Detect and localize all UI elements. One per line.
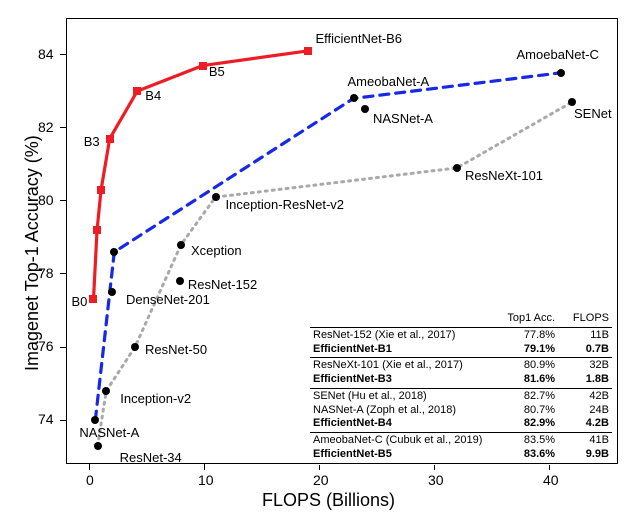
data-point <box>212 193 220 201</box>
table-cell-flops: 9.9B <box>558 448 612 462</box>
data-point <box>110 248 118 256</box>
point-label: B0 <box>71 294 87 309</box>
data-point <box>568 98 576 106</box>
annotation-label: NASNet-A <box>79 425 139 440</box>
table-cell-model: EfficientNet-B5 <box>310 448 493 462</box>
table-row: NASNet-A (Zoph et al., 2018)80.7%24B <box>310 404 612 418</box>
table-row: EfficientNet-B583.6%9.9B <box>310 448 612 462</box>
point-label: B5 <box>209 64 225 79</box>
table-cell-model: EfficientNet-B4 <box>310 417 493 431</box>
table-cell-acc: 83.5% <box>493 434 558 448</box>
efficientnet-point <box>89 295 97 303</box>
data-point <box>108 288 116 296</box>
data-point <box>557 69 565 77</box>
table-cell-acc: 77.8% <box>493 329 558 343</box>
table-header-flops: FLOPS <box>558 312 612 326</box>
table-cell-flops: 1.8B <box>558 373 612 387</box>
table-row: ResNeXt-101 (Xie et al., 2017)80.9%32B <box>310 359 612 373</box>
annotation-label: DenseNet-201 <box>126 292 210 307</box>
table-cell-model: AmeobaNet-C (Cubuk et al., 2019) <box>310 434 493 448</box>
data-point <box>176 277 184 285</box>
table-cell-model: NASNet-A (Zoph et al., 2018) <box>310 404 493 418</box>
table-header-blank <box>310 312 493 326</box>
table-cell-flops: 32B <box>558 359 612 373</box>
efficientnet-point <box>199 62 207 70</box>
table-cell-flops: 24B <box>558 404 612 418</box>
table-cell-flops: 42B <box>558 390 612 404</box>
table-row: EfficientNet-B179.1%0.7B <box>310 343 612 357</box>
table-cell-model: SENet (Hu et al., 2018) <box>310 390 493 404</box>
table-cell-acc: 80.7% <box>493 404 558 418</box>
annotation-label: ResNet-50 <box>145 342 207 357</box>
efficientnet-point <box>133 87 141 95</box>
table-cell-acc: 79.1% <box>493 343 558 357</box>
table-cell-acc: 80.9% <box>493 359 558 373</box>
annotation-label: ResNeXt-101 <box>465 168 543 183</box>
point-label: B4 <box>145 88 161 103</box>
data-point <box>102 387 110 395</box>
table-divider <box>310 357 612 358</box>
table-cell-model: ResNet-152 (Xie et al., 2017) <box>310 329 493 343</box>
table-divider <box>310 327 612 328</box>
table-divider <box>310 432 612 433</box>
annotation-label: SENet <box>574 106 612 121</box>
series-red-line <box>93 51 307 300</box>
annotation-label: Inception-ResNet-v2 <box>226 197 345 212</box>
table-cell-acc: 81.6% <box>493 373 558 387</box>
data-point <box>177 241 185 249</box>
annotation-label: Xception <box>191 243 242 258</box>
table-cell-model: EfficientNet-B3 <box>310 373 493 387</box>
annotation-label: AmeobaNet-A <box>348 74 430 89</box>
annotation-label: AmoebaNet-C <box>517 47 599 62</box>
table-divider <box>310 463 612 464</box>
comparison-table: Top1 Acc.FLOPS ResNet-152 (Xie et al., 20… <box>310 312 612 465</box>
table-cell-model: EfficientNet-B1 <box>310 343 493 357</box>
annotation-label: Inception-v2 <box>120 391 191 406</box>
table-row: ResNet-152 (Xie et al., 2017)77.8%11B <box>310 329 612 343</box>
table-cell-flops: 4.2B <box>558 417 612 431</box>
data-point <box>361 105 369 113</box>
data-point <box>91 416 99 424</box>
table-cell-acc: 82.7% <box>493 390 558 404</box>
table-cell-flops: 11B <box>558 329 612 343</box>
annotation-label: ResNet-34 <box>120 450 182 465</box>
table-divider <box>310 388 612 389</box>
data-point <box>131 343 139 351</box>
point-label: EfficientNet-B6 <box>316 31 402 46</box>
table-cell-flops: 41B <box>558 434 612 448</box>
table-cell-acc: 82.9% <box>493 417 558 431</box>
table-row: SENet (Hu et al., 2018)82.7%42B <box>310 390 612 404</box>
annotation-label: ResNet-152 <box>188 277 257 292</box>
table-cell-acc: 83.6% <box>493 448 558 462</box>
table-row: EfficientNet-B381.6%1.8B <box>310 373 612 387</box>
data-point <box>453 164 461 172</box>
chart-container: 010203040747678808284FLOPS (Billions)Ima… <box>0 0 640 512</box>
point-label: B3 <box>84 134 100 149</box>
table-header-acc: Top1 Acc. <box>493 312 558 326</box>
table-row: EfficientNet-B482.9%4.2B <box>310 417 612 431</box>
data-point <box>94 442 102 450</box>
annotation-label: NASNet-A <box>373 111 433 126</box>
efficientnet-point <box>106 135 114 143</box>
table-cell-flops: 0.7B <box>558 343 612 357</box>
efficientnet-point <box>93 226 101 234</box>
efficientnet-point <box>304 47 312 55</box>
table-cell-model: ResNeXt-101 (Xie et al., 2017) <box>310 359 493 373</box>
efficientnet-point <box>97 186 105 194</box>
data-point <box>350 94 358 102</box>
table-row: AmeobaNet-C (Cubuk et al., 2019)83.5%41B <box>310 434 612 448</box>
